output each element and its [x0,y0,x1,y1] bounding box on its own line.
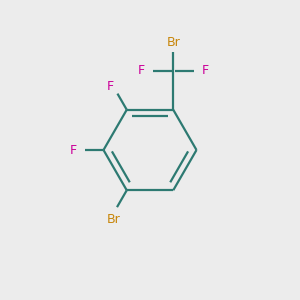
Text: F: F [70,143,77,157]
Text: Br: Br [107,213,121,226]
Text: F: F [202,64,209,77]
Text: F: F [106,80,114,93]
Text: Br: Br [167,36,180,49]
Text: F: F [137,64,145,77]
